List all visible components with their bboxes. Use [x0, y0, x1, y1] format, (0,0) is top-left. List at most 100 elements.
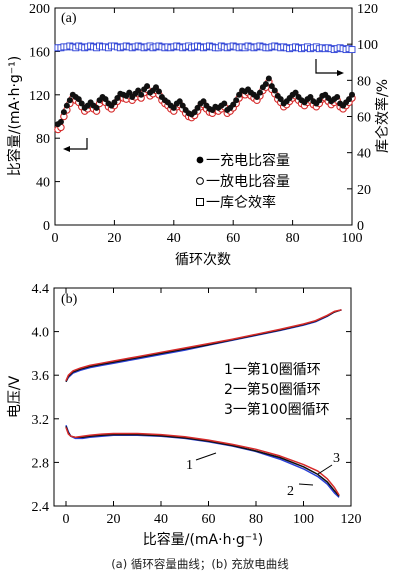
y-tick-label-b: 2.8	[32, 456, 50, 471]
charge-point	[349, 91, 355, 98]
figure-caption: (a) 循环容量曲线；(b) 充放电曲线	[111, 557, 289, 571]
y-right-tick-label-a: 80	[357, 74, 371, 89]
charge-point	[194, 104, 201, 111]
charge-point	[66, 97, 73, 104]
y-tick-label-b: 3.6	[32, 369, 50, 384]
figure: 0 20 40 60 80 1000408012016020002040608010012…	[6, 2, 391, 548]
right-axis-arrowhead	[337, 70, 344, 76]
left-axis-arrow	[66, 138, 88, 150]
callout-line-2	[298, 483, 314, 486]
y-right-tick-label-a: 0	[357, 219, 364, 234]
y-right-tick-label-a: 120	[357, 2, 378, 17]
y-axis-label-b: 电压/V	[7, 375, 23, 418]
panel-label-b: (b)	[61, 292, 78, 307]
x-tick-label-a: 100	[342, 231, 363, 246]
curve-discharge-cycle-3	[65, 427, 340, 496]
curve-discharge-cycle-2	[65, 426, 340, 497]
y-tick-label-a: 120	[29, 89, 50, 104]
charge-point	[60, 109, 67, 116]
charge-point	[230, 101, 237, 108]
legend-marker-discharge	[196, 177, 204, 185]
legend-marker-charge	[196, 156, 204, 164]
x-tick-label-a: 60	[226, 231, 240, 246]
x-tick-label-b: 80	[249, 512, 263, 527]
charge-point	[256, 89, 263, 96]
efficiency-point	[348, 46, 356, 54]
charge-point	[135, 87, 142, 94]
legend-label-efficiency: 一库仑效率	[206, 194, 276, 211]
charge-point	[75, 96, 82, 103]
curve-charge-cycle-3	[65, 309, 342, 381]
legend-label-cycle50: 2一第50圈循环	[224, 381, 321, 398]
charge-point	[346, 96, 353, 103]
legend-label-charge: 一充电比容量	[206, 152, 290, 169]
panel-b: 0 20 40 60 80 100 120 2.4 2.8 3.2 3.6 4.0 4.4 (b) 1一…	[7, 282, 362, 548]
charge-point	[265, 75, 272, 82]
panel-a: 0 20 40 60 80 1000408012016020002040608010012…	[6, 2, 391, 268]
y-tick-label-b: 4.4	[32, 282, 50, 297]
x-axis-label-a: 循环次数	[175, 252, 231, 268]
charge-point	[316, 97, 323, 104]
y-tick-label-b: 2.4	[32, 500, 50, 515]
curve-discharge-cycle-1	[65, 425, 340, 498]
x-tick-label-b: 0	[63, 512, 70, 527]
y-tick-label-b: 4.0	[32, 326, 50, 341]
y-tick-label-a: 80	[36, 132, 50, 147]
y-right-tick-label-a: 40	[357, 147, 371, 162]
charge-point	[253, 93, 260, 100]
charge-point	[334, 93, 341, 100]
charge-point	[170, 104, 177, 111]
charge-point	[268, 83, 275, 90]
charge-point	[152, 84, 159, 91]
y-axis-right-label-a: 库仑效率/%	[374, 79, 391, 153]
callout-line-3	[317, 464, 333, 475]
charge-point	[144, 83, 151, 90]
y-right-tick-label-a: 60	[357, 111, 371, 126]
charge-point	[111, 99, 118, 106]
legend-label-cycle100: 3一第100圈循环	[224, 401, 330, 418]
legend-label-discharge: 一放电比容量	[206, 173, 290, 190]
legend-a: 一充电比容量 一放电比容量 一库仑效率	[196, 152, 290, 211]
charge-point	[277, 96, 284, 103]
y-tick-label-a: 0	[43, 219, 50, 234]
x-axis-label-b: 比容量/(mA·h·g⁻¹)	[143, 531, 264, 548]
x-tick-label-b: 120	[341, 512, 362, 527]
right-axis-arrow	[315, 59, 341, 74]
charge-point	[126, 89, 133, 96]
plot-frame-a	[54, 7, 353, 226]
panel-label-a: (a)	[61, 11, 77, 26]
charge-point	[236, 91, 243, 98]
charge-point	[63, 102, 70, 109]
charge-point	[176, 98, 183, 105]
y-tick-label-b: 3.2	[32, 413, 50, 428]
charge-point	[138, 91, 145, 98]
x-tick-label-b: 20	[107, 512, 121, 527]
plot-frame-b	[53, 287, 352, 507]
y-tick-label-a: 200	[29, 2, 50, 17]
x-tick-label-a: 80	[286, 231, 300, 246]
y-axis-label-a: 比容量/(mA·h·g⁻¹)	[6, 56, 23, 177]
x-tick-label-a: 20	[107, 231, 121, 246]
callout-label-3: 3	[333, 451, 340, 466]
callout-label-1: 1	[186, 458, 193, 473]
charge-point	[191, 109, 198, 116]
x-tick-label-b: 60	[202, 512, 216, 527]
charge-point	[200, 98, 207, 105]
legend-marker-efficiency	[196, 198, 204, 206]
x-tick-label-b: 100	[293, 512, 314, 527]
charge-point	[102, 96, 109, 103]
charge-point	[93, 104, 100, 111]
y-tick-label-a: 160	[29, 45, 50, 60]
charge-point	[155, 88, 162, 95]
charge-point	[233, 97, 240, 104]
y-right-tick-label-a: 100	[357, 38, 378, 53]
y-right-tick-label-a: 20	[357, 183, 371, 198]
callout-label-2: 2	[287, 484, 294, 499]
callout-line-1	[195, 452, 217, 461]
charge-point	[179, 102, 186, 109]
x-tick-label-a: 0	[52, 231, 59, 246]
x-tick-label-b: 40	[154, 512, 168, 527]
charge-point	[307, 93, 314, 100]
charge-point	[221, 100, 228, 107]
charge-point	[292, 89, 299, 96]
